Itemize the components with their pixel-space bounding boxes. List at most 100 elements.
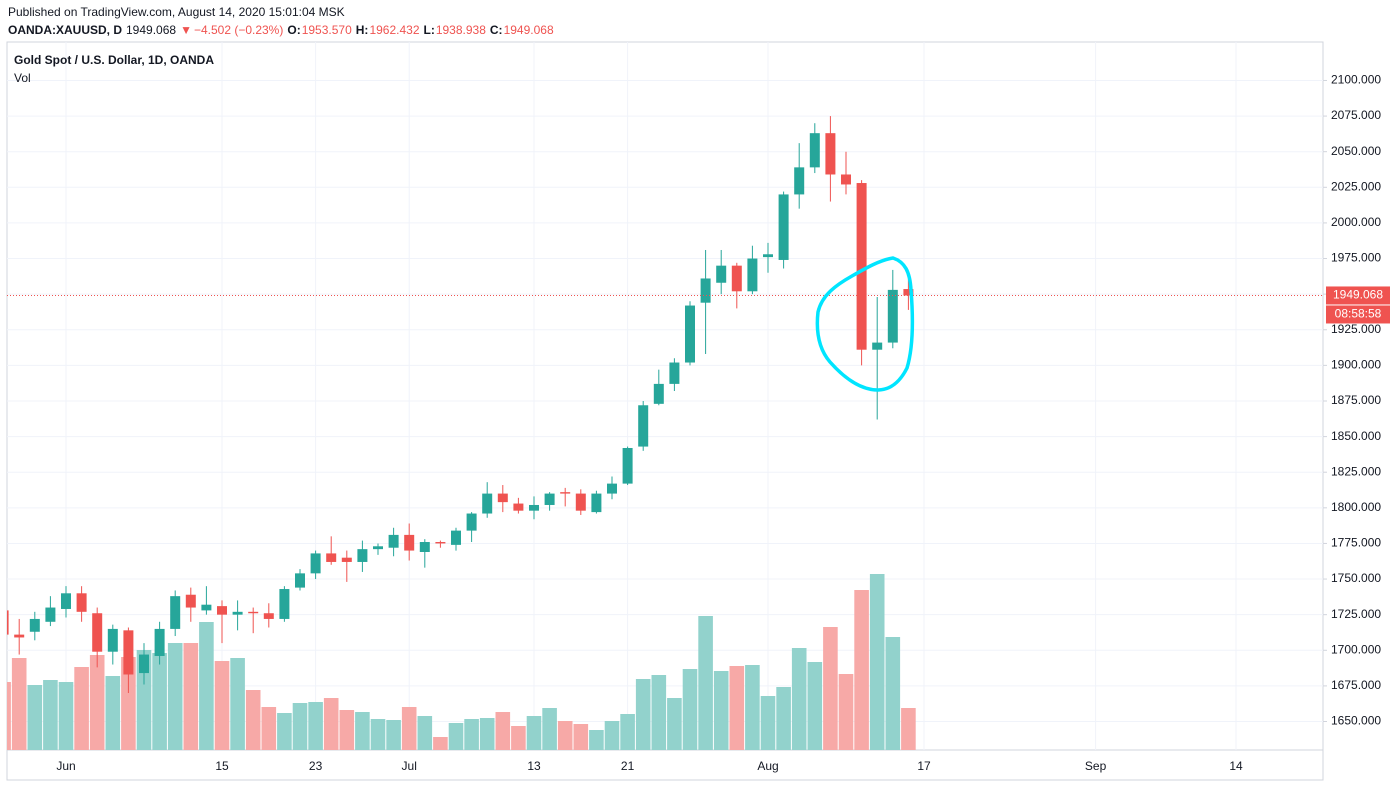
volume-bar — [776, 687, 791, 750]
x-tick-label: 17 — [917, 759, 931, 773]
y-tick-label: 1800.000 — [1331, 500, 1381, 514]
volume-bar — [245, 690, 261, 750]
candle-body — [731, 265, 742, 292]
volume-bar — [604, 721, 620, 750]
volume-bar — [698, 616, 713, 750]
candle-body — [841, 174, 851, 185]
volume-bar — [183, 643, 199, 750]
volume-bar — [651, 675, 667, 750]
x-tick-label: 14 — [1229, 759, 1243, 773]
volume-bar — [573, 724, 589, 750]
candle-body — [310, 553, 321, 574]
candle-body — [482, 493, 493, 514]
y-tick-label: 2075.000 — [1331, 108, 1381, 122]
last-price: 1949.068 — [126, 23, 177, 37]
candle-body — [809, 133, 820, 168]
candle-body — [76, 593, 87, 612]
candle-body — [575, 493, 586, 511]
ohlc-line: OANDA:XAUUSD, D 1949.068 ▼ −4.502 (−0.23%) O… — [8, 23, 558, 37]
volume-bar — [27, 685, 43, 750]
candle-body — [544, 493, 555, 505]
volume-bar — [7, 682, 11, 750]
open-label: O: — [287, 23, 301, 37]
candle-body — [139, 654, 149, 674]
volume-bar — [433, 737, 448, 750]
candle-body — [497, 493, 508, 503]
high-value: 1962.432 — [369, 23, 420, 37]
candle-body — [700, 278, 711, 303]
y-tick-label: 1925.000 — [1331, 322, 1381, 336]
published: Published on TradingView.com, August 14,… — [8, 5, 345, 19]
x-tick-label: Jun — [56, 759, 75, 773]
chart-title: Gold Spot / U.S. Dollar, 1D, OANDA — [14, 53, 215, 67]
volume-bar — [89, 655, 105, 750]
volume-bar — [230, 658, 245, 750]
volume-bar — [11, 658, 27, 750]
y-tick-label: 2100.000 — [1331, 73, 1381, 87]
candle-body — [887, 289, 898, 343]
y-tick-label: 2050.000 — [1331, 144, 1381, 158]
volume-bar — [323, 698, 339, 750]
volume-bar — [448, 723, 464, 750]
published-line: Published on TradingView.com, August 14,… — [8, 5, 349, 19]
volume-bar — [791, 648, 807, 750]
volume-bar — [760, 696, 776, 750]
x-tick-label: Aug — [757, 759, 778, 773]
volume-bar — [901, 708, 916, 750]
hand-drawn-circle — [815, 256, 915, 392]
candle-body — [92, 613, 103, 652]
candle-body — [591, 493, 602, 513]
y-tick-label: 1725.000 — [1331, 607, 1381, 621]
volume-bar — [635, 679, 651, 750]
candle-body — [794, 167, 805, 195]
low-label: L: — [423, 23, 435, 37]
y-tick-label: 1875.000 — [1331, 393, 1381, 407]
volume-bar — [729, 666, 745, 750]
last-price-label: 1949.068 — [1333, 288, 1383, 302]
low-value: 1938.938 — [435, 23, 486, 37]
y-tick-label: 1675.000 — [1331, 678, 1381, 692]
volume-bar — [121, 657, 136, 750]
candle-body — [825, 133, 836, 175]
volume-bar — [557, 721, 573, 750]
volume-bar — [823, 627, 838, 750]
volume-bar — [308, 702, 323, 750]
volume-bar — [136, 650, 152, 750]
change: −4.502 (−0.23%) — [193, 23, 284, 37]
candle-body — [466, 513, 477, 531]
high-label: H: — [355, 23, 369, 37]
y-tick-label: 1850.000 — [1331, 429, 1381, 443]
volume-bar — [386, 720, 401, 750]
candle-body — [123, 630, 134, 675]
volume-bar — [713, 671, 729, 750]
candle-body — [232, 611, 243, 615]
candle-body — [778, 194, 789, 260]
candle-body — [279, 589, 290, 619]
volume-bar — [620, 714, 635, 750]
volume-bar — [854, 590, 869, 750]
candle-body — [185, 594, 196, 608]
y-tick-label: 2000.000 — [1331, 215, 1381, 229]
candle-body — [248, 611, 259, 614]
volume-bar — [542, 708, 557, 750]
candle-body — [763, 254, 773, 258]
candle-body — [685, 305, 695, 363]
volume-bar — [152, 653, 167, 750]
volume-bar — [167, 643, 183, 750]
candle-body — [669, 362, 680, 384]
open-value: 1953.570 — [301, 23, 352, 37]
candle-body — [622, 447, 633, 484]
volume-bar — [479, 718, 495, 750]
candle-body — [653, 383, 664, 404]
candle-body — [295, 573, 305, 588]
volume-bar — [355, 712, 370, 750]
y-tick-label: 1900.000 — [1331, 358, 1381, 372]
candle-body — [856, 183, 867, 350]
candle-body — [435, 542, 446, 544]
volume-bar — [74, 667, 89, 750]
volume-bar — [464, 719, 479, 750]
candle-body — [747, 258, 758, 292]
candle-body — [341, 557, 352, 562]
